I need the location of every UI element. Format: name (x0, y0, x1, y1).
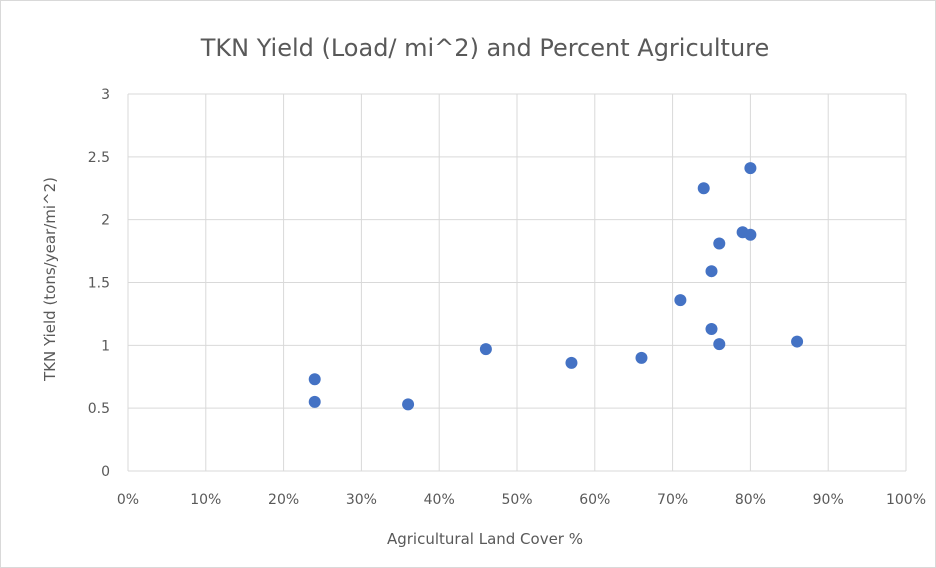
x-tick-label: 0% (117, 492, 139, 508)
data-points (308, 162, 804, 411)
data-point (713, 237, 726, 250)
x-axis-title: Agricultural Land Cover % (387, 530, 583, 548)
y-tick-label: 1 (101, 338, 110, 354)
data-point (674, 294, 687, 307)
data-point (744, 228, 757, 241)
x-tick-label: 30% (346, 492, 377, 508)
data-point (308, 373, 321, 386)
gridlines (127, 93, 907, 472)
y-tick-labels: 0 0.5 1 1.5 2 2.5 3 (88, 87, 110, 480)
x-tick-label: 40% (424, 492, 455, 508)
y-tick-label: 2.5 (88, 150, 110, 166)
x-tick-labels: 0% 10% 20% 30% 40% 50% 60% 70% 80% 90% 100% (117, 492, 926, 508)
data-point (713, 338, 726, 351)
data-point (705, 322, 718, 335)
data-point (705, 265, 718, 278)
data-point (635, 351, 648, 364)
x-tick-label: 20% (268, 492, 299, 508)
y-tick-label: 0 (101, 464, 110, 480)
y-tick-label: 2 (101, 213, 110, 229)
y-tick-label: 3 (101, 87, 110, 103)
data-point (697, 182, 710, 195)
x-tick-label: 70% (657, 492, 688, 508)
chart-title: TKN Yield (Load/ mi^2) and Percent Agric… (200, 34, 770, 62)
x-tick-label: 100% (886, 492, 926, 508)
data-point (402, 398, 415, 411)
y-tick-label: 0.5 (88, 401, 110, 417)
x-tick-label: 50% (501, 492, 532, 508)
data-point (744, 162, 757, 175)
x-tick-label: 60% (579, 492, 610, 508)
y-tick-label: 1.5 (88, 276, 110, 292)
data-point (791, 335, 804, 348)
x-tick-label: 80% (735, 492, 766, 508)
x-tick-label: 90% (813, 492, 844, 508)
x-tick-label: 10% (190, 492, 221, 508)
data-point (565, 356, 578, 369)
data-point (308, 395, 321, 408)
y-axis-title: TKN Yield (tons/year/mi^2) (41, 177, 59, 382)
data-point (479, 343, 492, 356)
